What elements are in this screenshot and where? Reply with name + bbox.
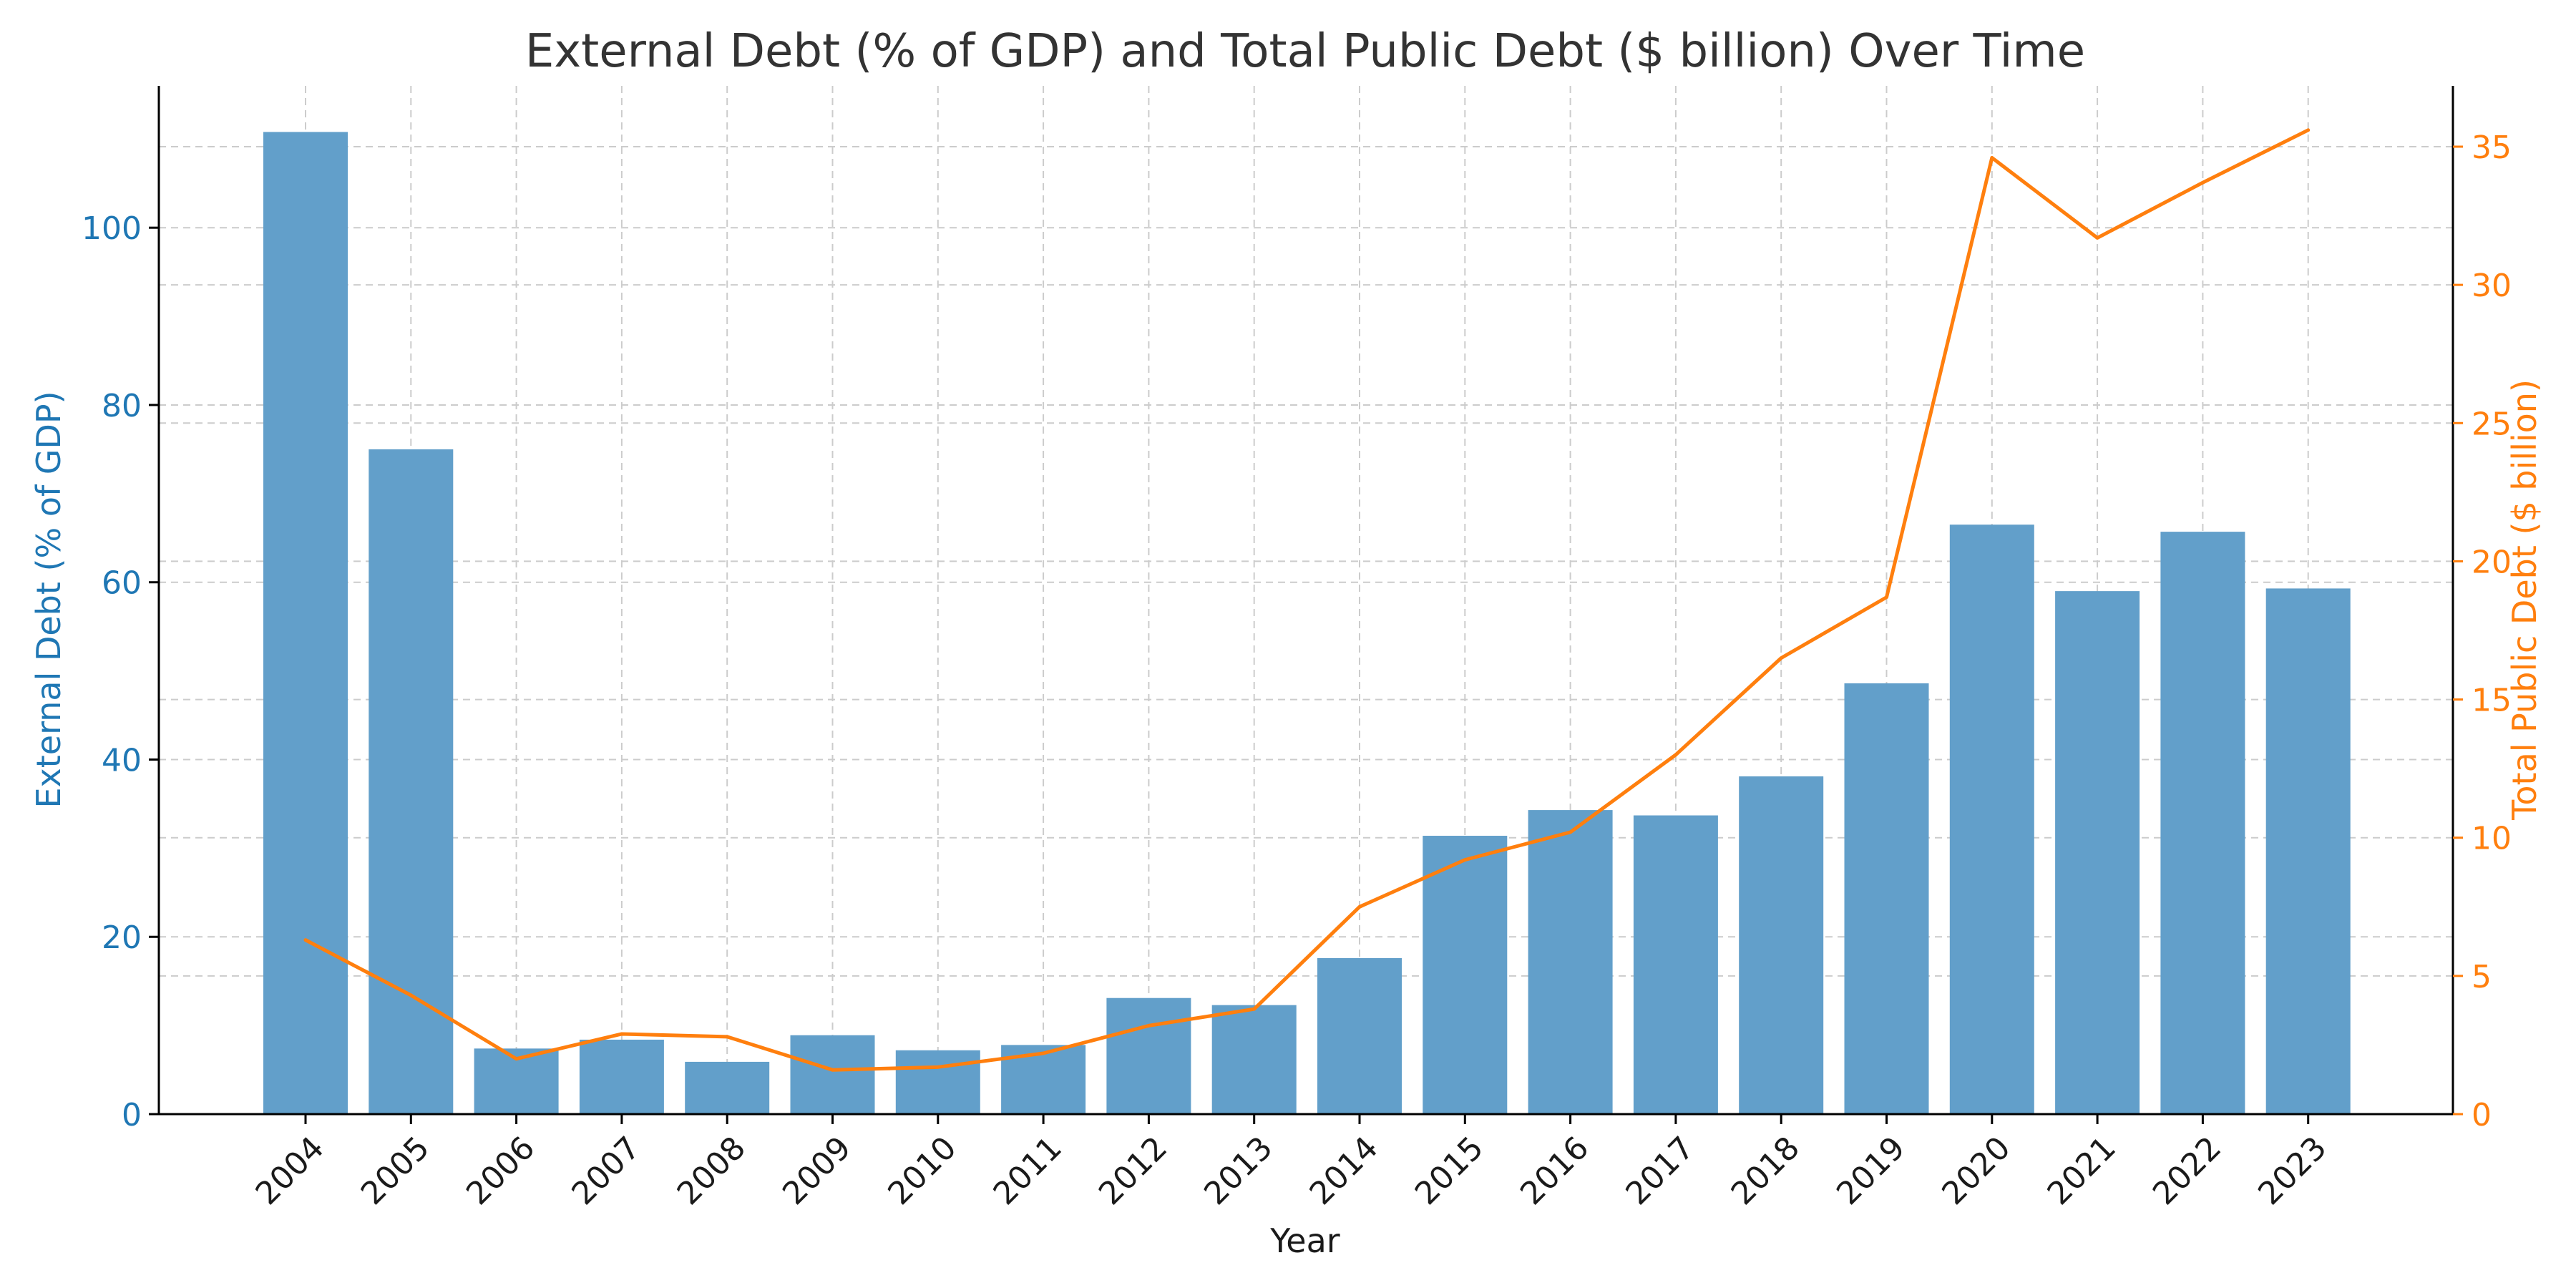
left-tick-label-20: 20 [102, 919, 142, 956]
x-tick-label-2015: 2015 [1408, 1130, 1491, 1212]
left-axis-title: External Debt (% of GDP) [29, 391, 68, 808]
bar-2011 [1001, 1045, 1086, 1114]
x-tick-label-2016: 2016 [1513, 1130, 1596, 1212]
x-tick-label-2022: 2022 [2146, 1130, 2228, 1212]
left-tick-label-80: 80 [102, 388, 142, 424]
x-tick-label-2005: 2005 [354, 1130, 436, 1212]
x-tick-label-2007: 2007 [565, 1130, 647, 1212]
x-tick-label-2019: 2019 [1830, 1130, 1912, 1212]
x-tick-label-2023: 2023 [2251, 1130, 2333, 1212]
x-tick-label-2021: 2021 [2041, 1130, 2123, 1212]
bar-series [263, 132, 2351, 1114]
line-series [303, 128, 2311, 1072]
bar-2008 [685, 1061, 770, 1114]
left-tick-label-100: 100 [82, 210, 142, 247]
public-debt-line [303, 128, 2311, 1072]
left-tick-label-60: 60 [102, 565, 142, 602]
x-tick-label-2011: 2011 [987, 1130, 1069, 1212]
bar-2014 [1317, 957, 1402, 1114]
chart-title: External Debt (% of GDP) and Total Publi… [525, 25, 2085, 78]
bar-2013 [1211, 1005, 1297, 1114]
left-tick-label-40: 40 [102, 742, 142, 779]
right-tick-label-0: 0 [2472, 1097, 2492, 1133]
bar-2022 [2160, 532, 2245, 1114]
right-tick-label-15: 15 [2472, 683, 2512, 719]
x-tick-label-2017: 2017 [1619, 1130, 1701, 1212]
right-tick-label-25: 25 [2472, 406, 2512, 442]
left-tick-label-0: 0 [122, 1097, 142, 1133]
bar-2012 [1106, 997, 1191, 1114]
bar-2015 [1423, 836, 1508, 1114]
bar-2005 [369, 449, 454, 1114]
right-tick-label-20: 20 [2472, 544, 2512, 580]
bar-2007 [579, 1039, 664, 1114]
right-tick-label-5: 5 [2472, 959, 2492, 995]
bar-2016 [1528, 810, 1613, 1114]
x-tick-label-2013: 2013 [1197, 1130, 1279, 1212]
x-tick-label-2020: 2020 [1935, 1130, 2017, 1212]
right-tick-label-30: 30 [2472, 268, 2512, 304]
x-tick-label-2004: 2004 [249, 1130, 331, 1212]
bar-2004 [263, 132, 348, 1114]
bar-2021 [2055, 591, 2140, 1114]
x-tick-label-2008: 2008 [670, 1130, 753, 1212]
bar-2018 [1739, 776, 1824, 1114]
x-tick-label-2009: 2009 [776, 1130, 858, 1212]
bar-2017 [1633, 815, 1718, 1114]
bar-2023 [2265, 588, 2351, 1114]
right-tick-label-10: 10 [2472, 821, 2512, 857]
bar-2010 [895, 1050, 980, 1114]
x-tick-label-2010: 2010 [881, 1130, 963, 1212]
x-tick-label-2012: 2012 [1092, 1130, 1174, 1212]
bar-2020 [1949, 525, 2034, 1114]
bar-2019 [1844, 683, 1929, 1114]
x-tick-label-2006: 2006 [459, 1130, 542, 1212]
bar-2009 [790, 1035, 875, 1114]
right-tick-label-35: 35 [2472, 130, 2512, 166]
x-axis-title: Year [1269, 1221, 1340, 1260]
x-tick-label-2014: 2014 [1303, 1130, 1385, 1212]
right-axis-title: Total Public Debt ($ billion) [2505, 379, 2544, 821]
x-tick-label-2018: 2018 [1724, 1130, 1807, 1212]
